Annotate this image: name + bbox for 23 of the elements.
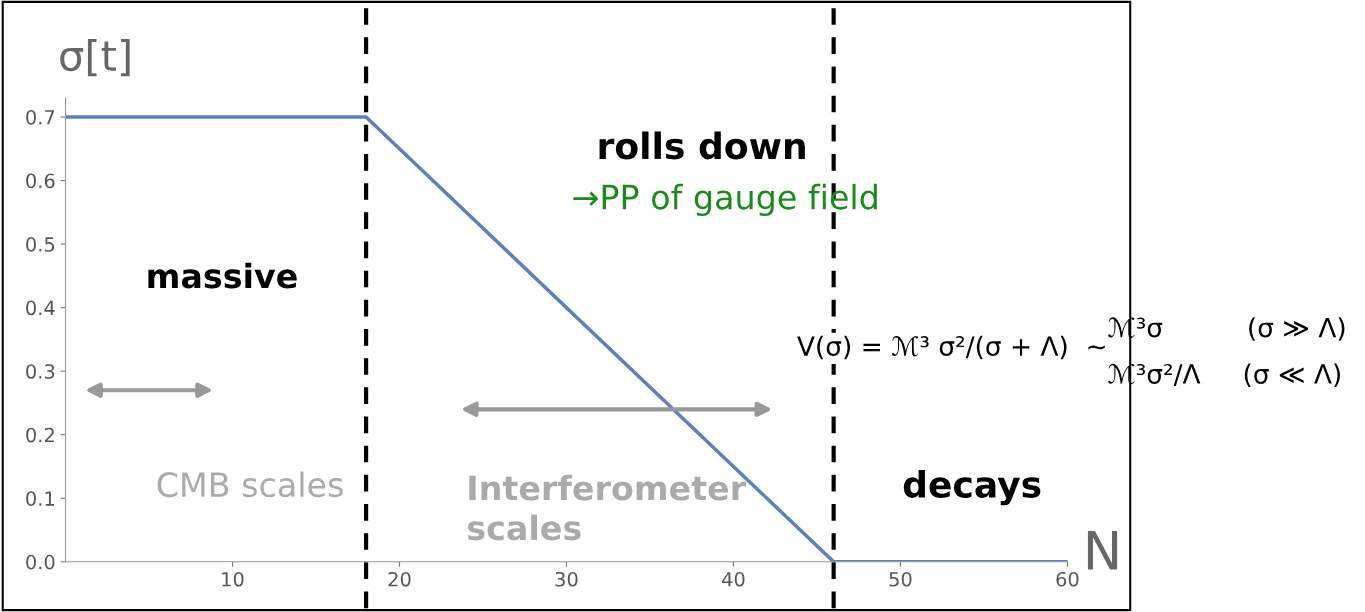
- y-tick-label: 0.0: [26, 554, 55, 570]
- y-tick-label: 0.1: [26, 491, 54, 506]
- y-tick-label: 0.7: [26, 109, 55, 125]
- y-tick-label: 0.3: [26, 364, 55, 379]
- x-tick-label: 50: [889, 571, 912, 587]
- y-axis-title: σ[t]: [60, 39, 130, 77]
- annotation: Interferometer scales: [468, 474, 747, 541]
- x-tick-label: 60: [1056, 571, 1079, 587]
- annotation: CMB scales: [157, 471, 343, 498]
- x-tick-label: 40: [722, 571, 745, 587]
- x-tick-label: 20: [388, 571, 411, 587]
- x-axis-title: N: [1087, 530, 1118, 570]
- annotation: →PP of gauge field: [573, 183, 877, 217]
- y-tick-label: 0.6: [26, 173, 55, 189]
- x-tick-label: 10: [222, 571, 244, 587]
- annotation: V(σ) = ℳ³ σ²/(σ + Λ) ∼: [797, 335, 1105, 360]
- annotation: decays: [903, 469, 1041, 506]
- annotation: rolls down: [599, 131, 805, 160]
- x-tick-label: 30: [555, 571, 578, 587]
- y-tick-label: 0.5: [26, 237, 55, 252]
- annotation: massive: [148, 262, 297, 289]
- y-tick-label: 0.2: [26, 427, 54, 443]
- y-tick-label: 0.4: [26, 300, 55, 316]
